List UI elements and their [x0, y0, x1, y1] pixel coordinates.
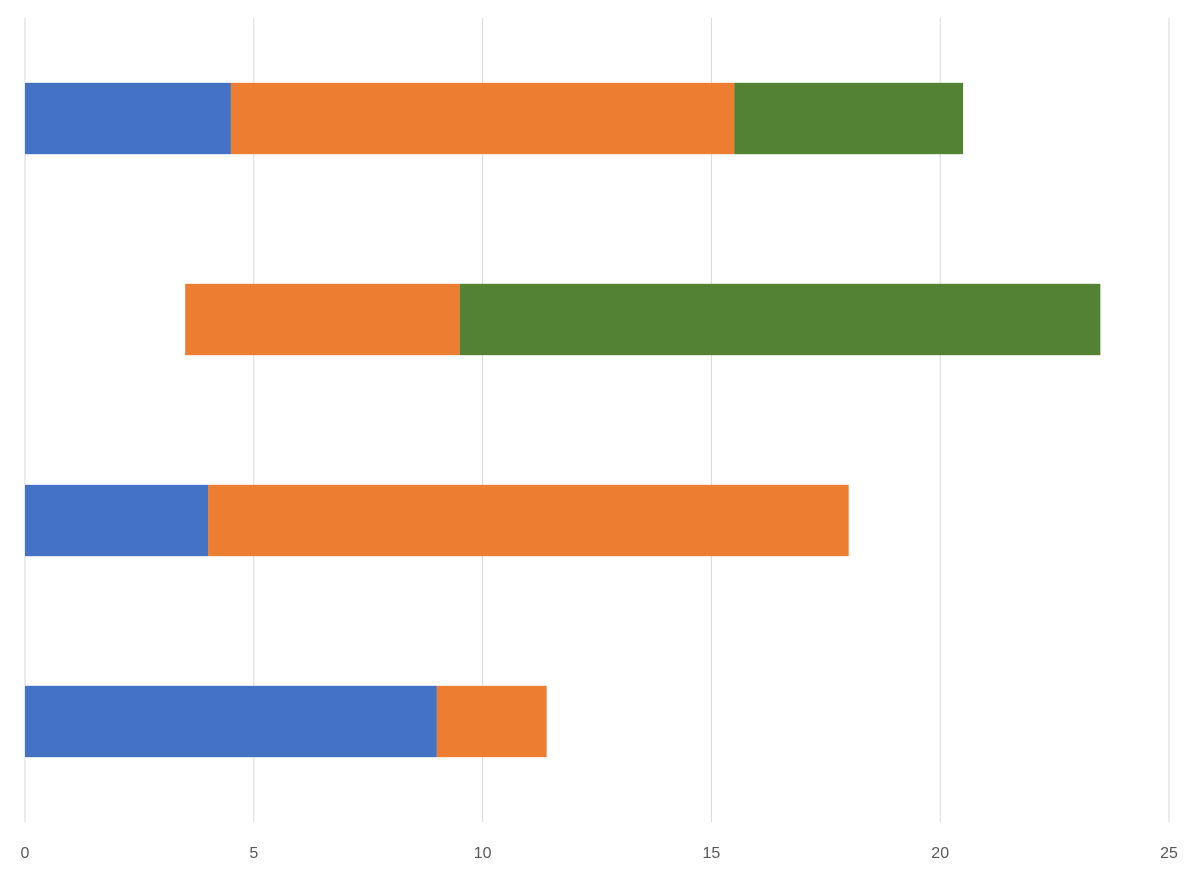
- x-tick-label-25: 25: [1160, 845, 1178, 862]
- bar-row1-series1: [25, 82, 231, 155]
- bar-row4-series1: [25, 685, 437, 758]
- bar-row2-series3: [459, 283, 1101, 356]
- x-tick-label-15: 15: [703, 845, 721, 862]
- x-tick-label-10: 10: [474, 845, 492, 862]
- bar-row1-series2: [230, 82, 735, 155]
- x-tick-label-20: 20: [931, 845, 949, 862]
- bar-row2-series2: [185, 283, 460, 356]
- x-tick-label-5: 5: [249, 845, 258, 862]
- x-tick-label-0: 0: [21, 845, 30, 862]
- bar-row4-series2: [436, 685, 547, 758]
- x-axis-tick-labels: 0 5 10 15 20 25: [21, 845, 1178, 862]
- bars: [25, 82, 1101, 758]
- bar-row3-series2: [208, 484, 849, 557]
- bar-row3-series1: [25, 484, 209, 557]
- bar-row1-series3: [734, 82, 964, 155]
